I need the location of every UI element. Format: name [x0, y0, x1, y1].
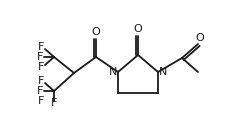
Text: F: F [38, 96, 44, 106]
Text: F: F [37, 86, 43, 96]
Text: O: O [196, 33, 204, 43]
Text: N: N [159, 67, 167, 77]
Text: F: F [38, 76, 44, 86]
Text: O: O [134, 24, 142, 34]
Text: F: F [37, 52, 43, 62]
Text: N: N [109, 67, 117, 77]
Text: F: F [38, 42, 44, 52]
Text: F: F [51, 98, 57, 108]
Text: O: O [92, 27, 100, 37]
Text: F: F [38, 62, 44, 72]
